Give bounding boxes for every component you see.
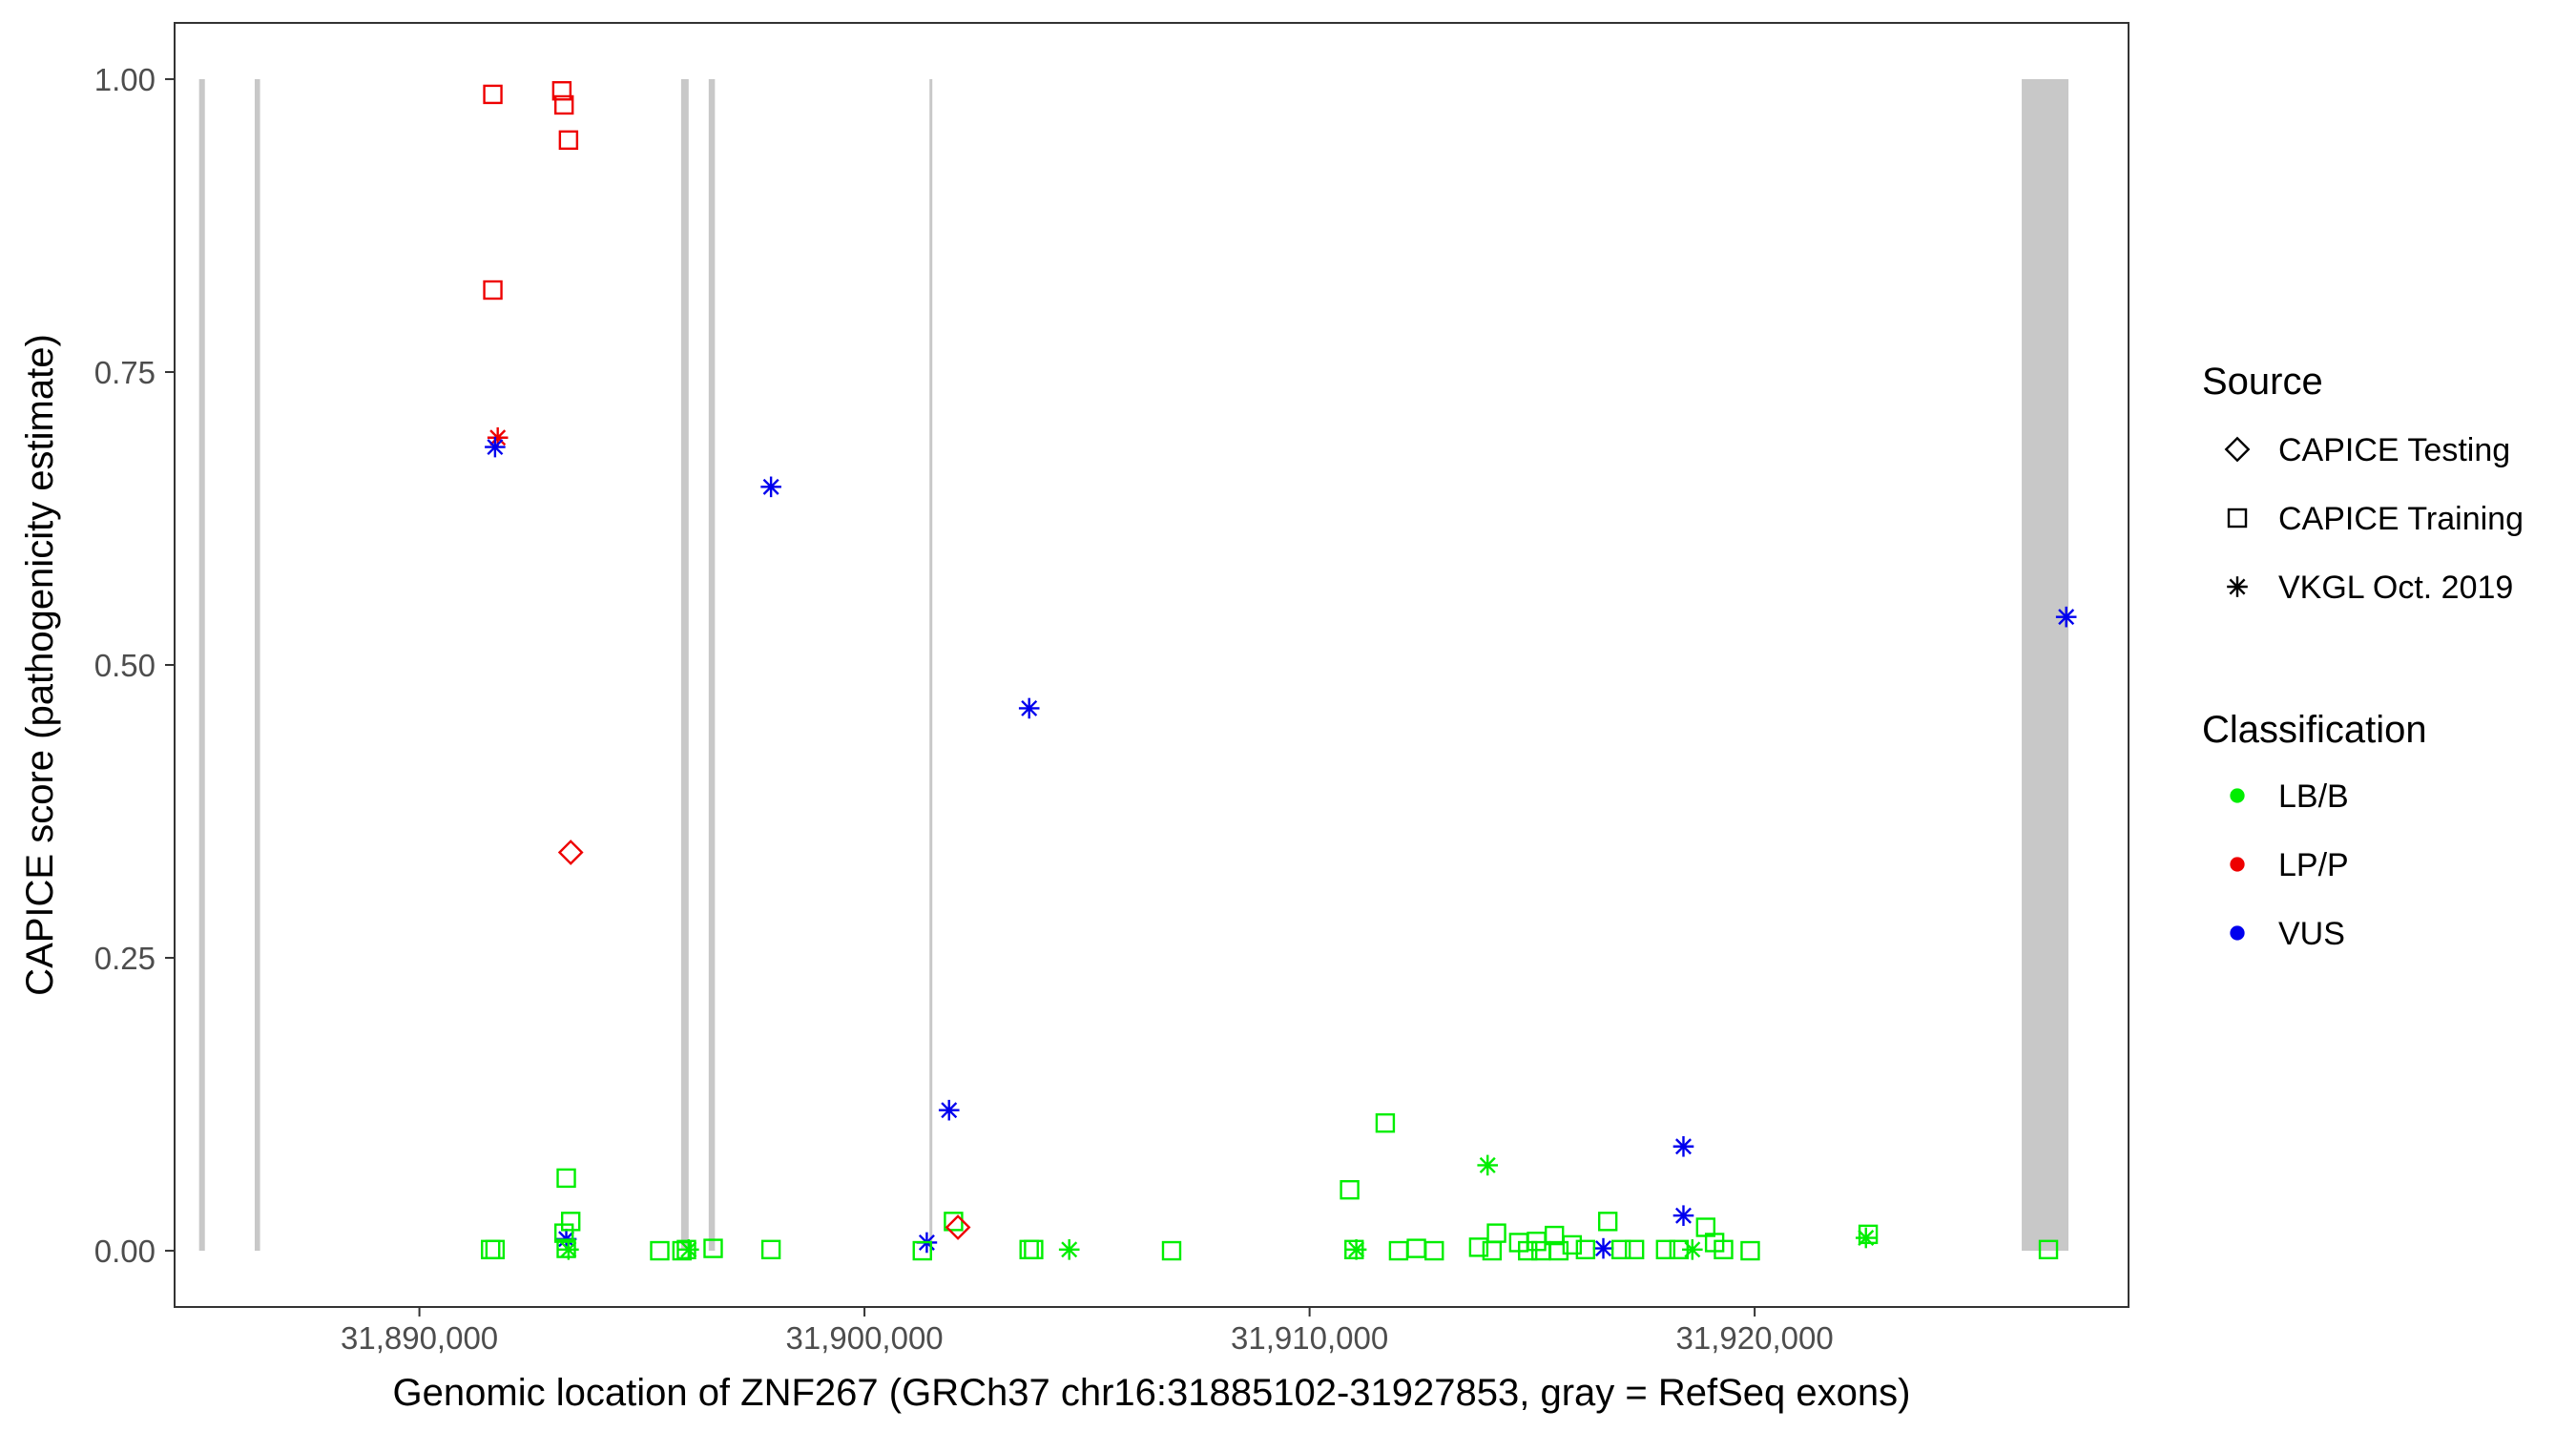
legend-source-label: CAPICE Testing: [2278, 432, 2510, 468]
data-point-16: [1672, 1135, 1694, 1157]
data-point-59: [1624, 1239, 1645, 1260]
data-point-21: [560, 1212, 581, 1232]
data-point-45: [1468, 1237, 1489, 1257]
x-tick-label: 31,900,000: [786, 1320, 944, 1356]
data-point-22: [554, 1223, 574, 1243]
legend-classification-items: LB/B LP/P VUS: [2230, 778, 2349, 952]
x-axis-label: Genomic location of ZNF267 (GRCh37 chr16…: [393, 1372, 1911, 1414]
legend-classification-label: VUS: [2278, 916, 2345, 952]
data-point-15: [2055, 606, 2077, 628]
data-point-17: [1672, 1205, 1694, 1227]
data-point-54: [1548, 1240, 1569, 1261]
y-tick-label: 0.25: [94, 941, 156, 976]
data-point-6: [487, 426, 509, 448]
data-point-36: [1058, 1239, 1080, 1260]
data-point-23: [556, 1238, 576, 1258]
legend-color-dot: [2230, 788, 2245, 803]
data-point-18: [1592, 1237, 1614, 1259]
data-point-33: [912, 1240, 932, 1261]
data-point-1: [483, 84, 503, 105]
data-point-3: [554, 94, 574, 115]
data-point-69: [2038, 1239, 2059, 1260]
data-point-62: [1682, 1239, 1703, 1260]
y-axis-label: CAPICE score (pathogenicity estimate): [19, 334, 61, 996]
legend: Source CAPICE Testing CAPICE Training VKGL…: [2202, 361, 2524, 952]
data-point-68: [1858, 1224, 1879, 1245]
data-point-37: [1161, 1240, 1182, 1261]
legend-asterisk-key: [2227, 576, 2248, 597]
y-tick-label: 0.00: [94, 1234, 156, 1269]
data-point-20: [556, 1168, 576, 1189]
data-points: [481, 81, 2077, 1261]
x-tick-label: 31,910,000: [1231, 1320, 1388, 1356]
data-point-55: [1562, 1234, 1583, 1255]
exon-band-4: [708, 78, 716, 1252]
data-point-60: [1655, 1239, 1676, 1260]
exon-band-3: [680, 78, 689, 1252]
x-tick-label: 31,890,000: [341, 1320, 498, 1356]
y-tick-label: 0.75: [94, 355, 156, 390]
data-point-65: [1714, 1239, 1734, 1260]
data-point-48: [1486, 1223, 1506, 1243]
data-point-10: [1018, 697, 1040, 719]
data-point-5: [483, 280, 503, 301]
data-point-30: [678, 1239, 699, 1260]
data-point-27: [650, 1240, 670, 1261]
legend-source-title: Source: [2202, 361, 2323, 403]
data-point-38: [1340, 1179, 1360, 1200]
legend-diamond-key: [2224, 436, 2251, 463]
legend-color-dot: [2230, 925, 2245, 941]
x-tick-label: 31,920,000: [1676, 1320, 1834, 1356]
x-axis: 31,890,000 31,900,000 31,910,000 31,920,000: [341, 1307, 1834, 1356]
data-point-32: [760, 1239, 781, 1260]
data-point-46: [1477, 1154, 1499, 1176]
data-point-31: [703, 1238, 723, 1258]
exon-bands: [198, 78, 2069, 1252]
data-point-4: [558, 130, 579, 151]
data-point-66: [1740, 1240, 1760, 1261]
legend-square-key: [2227, 508, 2248, 529]
y-tick-label: 0.50: [94, 648, 156, 683]
data-point-35: [1024, 1239, 1044, 1260]
data-point-41: [1375, 1112, 1396, 1133]
data-point-56: [1575, 1239, 1596, 1260]
legend-classification-label: LP/P: [2278, 847, 2349, 883]
data-point-57: [1597, 1212, 1618, 1232]
data-point-9: [760, 476, 781, 498]
y-tick-label: 1.00: [94, 62, 156, 97]
data-point-40: [1345, 1239, 1367, 1260]
data-point-8: [557, 840, 584, 865]
data-point-7: [485, 436, 506, 458]
exon-band-1: [198, 78, 205, 1252]
exon-band-6: [2022, 78, 2069, 1252]
legend-classification-label: LB/B: [2278, 778, 2349, 815]
data-point-14: [945, 1214, 971, 1240]
data-point-2: [551, 81, 572, 101]
y-axis: 0.00 0.25 0.50 0.75 1.00: [94, 62, 175, 1269]
legend-classification-title: Classification: [2202, 709, 2427, 751]
legend-color-dot: [2230, 857, 2245, 872]
data-point-24: [558, 1239, 579, 1260]
data-point-26: [485, 1239, 506, 1260]
legend-source-label: CAPICE Training: [2278, 501, 2524, 537]
data-point-11: [938, 1099, 960, 1121]
legend-source-label: VKGL Oct. 2019: [2278, 570, 2513, 606]
data-point-44: [1424, 1240, 1444, 1261]
legend-source-items: CAPICE Testing CAPICE Training VKGL Oct. 2…: [2224, 432, 2524, 606]
exon-band-5: [929, 78, 933, 1252]
exon-band-2: [254, 78, 260, 1252]
data-point-58: [1610, 1239, 1631, 1260]
